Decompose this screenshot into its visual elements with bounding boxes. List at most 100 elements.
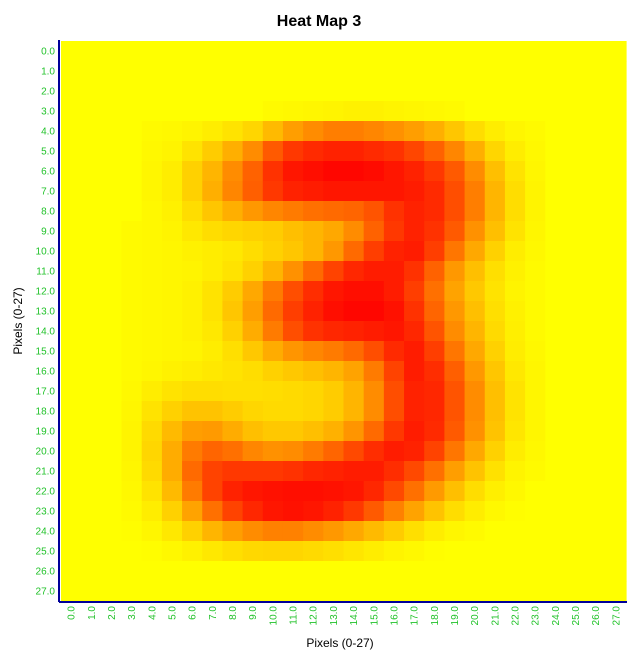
heatmap-cell [525, 301, 546, 322]
heatmap-cell [565, 141, 587, 162]
heatmap-cell [242, 161, 264, 182]
heatmap-cell [383, 461, 405, 482]
heatmap-cell [545, 41, 567, 62]
heatmap-cell [464, 501, 486, 522]
heatmap-cell [282, 181, 304, 202]
heatmap-cell [363, 321, 385, 342]
heatmap-cell [141, 201, 163, 222]
heatmap-cell [182, 281, 203, 302]
heatmap-cell [605, 241, 627, 262]
heatmap-cell [121, 41, 143, 62]
heatmap-cell [182, 141, 203, 162]
heatmap-cell [242, 321, 264, 342]
x-tick-label: 12.0 [309, 606, 320, 626]
heatmap-cell [61, 441, 82, 462]
heatmap-cell [363, 81, 385, 102]
heatmap-cell [242, 41, 264, 62]
heatmap-cell [545, 301, 567, 322]
heatmap-cell [262, 341, 284, 362]
heatmap-cell [484, 261, 506, 282]
heatmap-cell [404, 61, 425, 82]
heatmap-cell [262, 181, 284, 202]
heatmap-cell [121, 561, 143, 582]
heatmap-cell [161, 121, 183, 142]
heatmap-cell [565, 421, 587, 442]
heatmap-cell [141, 561, 163, 582]
heatmap-cell [141, 581, 163, 602]
heatmap-cell [525, 221, 546, 242]
heatmap-cell [525, 281, 546, 302]
heatmap-cell [444, 461, 466, 482]
heatmap-cell [545, 341, 567, 362]
heatmap-cell [141, 521, 163, 542]
heatmap-cell [525, 541, 546, 562]
heatmap-cell [101, 441, 123, 462]
heatmap-cell [282, 141, 304, 162]
heatmap-cell [323, 421, 345, 442]
heatmap-cell [262, 381, 284, 402]
heatmap-cell [222, 561, 244, 582]
heatmap-cell [242, 541, 264, 562]
y-tick-label: 16.0 [36, 367, 56, 378]
x-tick-labels: 0.0 1.0 2.0 3.0 4.0 5.0 6.0 7.0 8.0 9.0 10.0 11.0 12… [67, 606, 623, 626]
heatmap-cell [323, 281, 345, 302]
heatmap-cell [303, 61, 324, 82]
heatmap-cell [81, 161, 102, 182]
heatmap-cell [202, 261, 224, 282]
heatmap-cell [242, 461, 264, 482]
heatmap-cell [81, 61, 102, 82]
heatmap-cell [525, 401, 546, 422]
heatmap-cell [262, 441, 284, 462]
heatmap-cell [121, 501, 143, 522]
heatmap-cell [222, 101, 244, 122]
heatmap-cell [262, 141, 284, 162]
heatmap-cell [61, 261, 82, 282]
heatmap-cell [363, 381, 385, 402]
y-tick-label: 1.0 [41, 67, 55, 78]
heatmap-cell [101, 341, 123, 362]
heatmap-cell [282, 221, 304, 242]
heatmap-cell [202, 221, 224, 242]
heatmap-cell [545, 361, 567, 382]
heatmap-cell [585, 521, 607, 542]
heatmap-cell [323, 81, 345, 102]
heatmap-cell [545, 421, 567, 442]
heatmap-cell [484, 581, 506, 602]
heatmap-cell [121, 421, 143, 442]
heatmap-cell [363, 361, 385, 382]
heatmap-cell [141, 81, 163, 102]
y-tick-label: 7.0 [41, 187, 55, 198]
heatmap-cell [424, 41, 445, 62]
heatmap-cell [565, 461, 587, 482]
heatmap-cell [81, 321, 102, 342]
heatmap-cell [363, 521, 385, 542]
heatmap-cell [81, 201, 102, 222]
heatmap-cell [484, 401, 506, 422]
heatmap-cell [141, 141, 163, 162]
heatmap-cell [343, 501, 365, 522]
heatmap-cell [303, 181, 324, 202]
heatmap-cell [363, 221, 385, 242]
heatmap-cell [343, 341, 365, 362]
heatmap-cell [343, 241, 365, 262]
heatmap-cell [363, 61, 385, 82]
heatmap-cell [383, 541, 405, 562]
heatmap-cell [101, 521, 123, 542]
heatmap-cell [464, 121, 486, 142]
heatmap-cell [141, 401, 163, 422]
heatmap-cell [605, 321, 627, 342]
heatmap-cell [222, 241, 244, 262]
heatmap-cell [343, 581, 365, 602]
heatmap-cell [121, 521, 143, 542]
heatmap-cell [182, 321, 203, 342]
heatmap-cell [262, 481, 284, 502]
heatmap-cell [161, 441, 183, 462]
heatmap-cell [242, 521, 264, 542]
heatmap-cell [545, 181, 567, 202]
heatmap-cell [444, 101, 466, 122]
heatmap-cell [61, 61, 82, 82]
heatmap-cell [202, 141, 224, 162]
heatmap-cell [464, 141, 486, 162]
heatmap-cell [484, 421, 506, 442]
chart-title: Heat Map 3 [277, 13, 362, 30]
